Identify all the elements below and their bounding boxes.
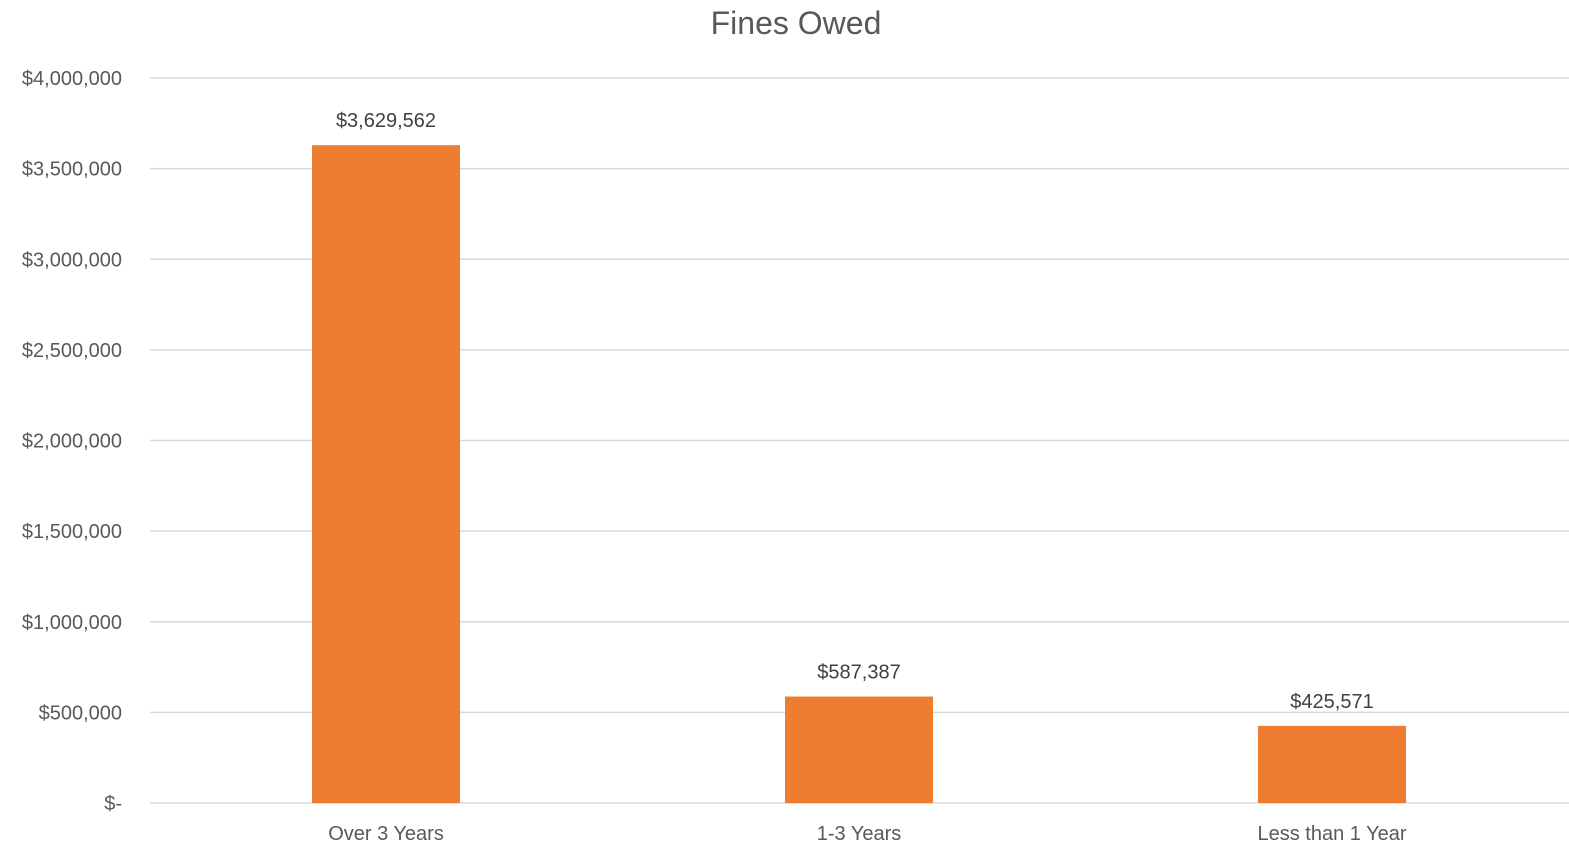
x-category-label: Less than 1 Year: [1257, 823, 1406, 845]
bar-value-label: $587,387: [817, 662, 900, 684]
x-axis-category-labels: Over 3 Years 1-3 Years Less than 1 Year: [328, 823, 1407, 845]
y-tick-label: $3,000,000: [22, 249, 122, 271]
y-axis-tick-labels: $- $500,000 $1,000,000 $1,500,000 $2,000,000…: [22, 68, 122, 815]
y-tick-label: $3,500,000: [22, 159, 122, 181]
bars: [312, 145, 1406, 803]
bar: [1258, 725, 1406, 803]
bar: [785, 696, 933, 803]
x-category-label: Over 3 Years: [328, 823, 444, 845]
x-category-label: 1-3 Years: [817, 823, 902, 845]
bar-value-label: $425,571: [1290, 691, 1373, 713]
y-tick-label: $-: [104, 793, 122, 815]
y-tick-label: $500,000: [39, 702, 122, 724]
bar-value-label: $3,629,562: [336, 110, 436, 132]
y-tick-label: $2,000,000: [22, 431, 122, 453]
y-tick-label: $4,000,000: [22, 68, 122, 90]
chart-title: Fines Owed: [711, 5, 882, 41]
bar: [312, 145, 460, 803]
y-tick-label: $1,500,000: [22, 521, 122, 543]
y-tick-label: $1,000,000: [22, 612, 122, 634]
y-tick-label: $2,500,000: [22, 340, 122, 362]
data-labels: $3,629,562 $587,387 $425,571: [336, 110, 1374, 713]
